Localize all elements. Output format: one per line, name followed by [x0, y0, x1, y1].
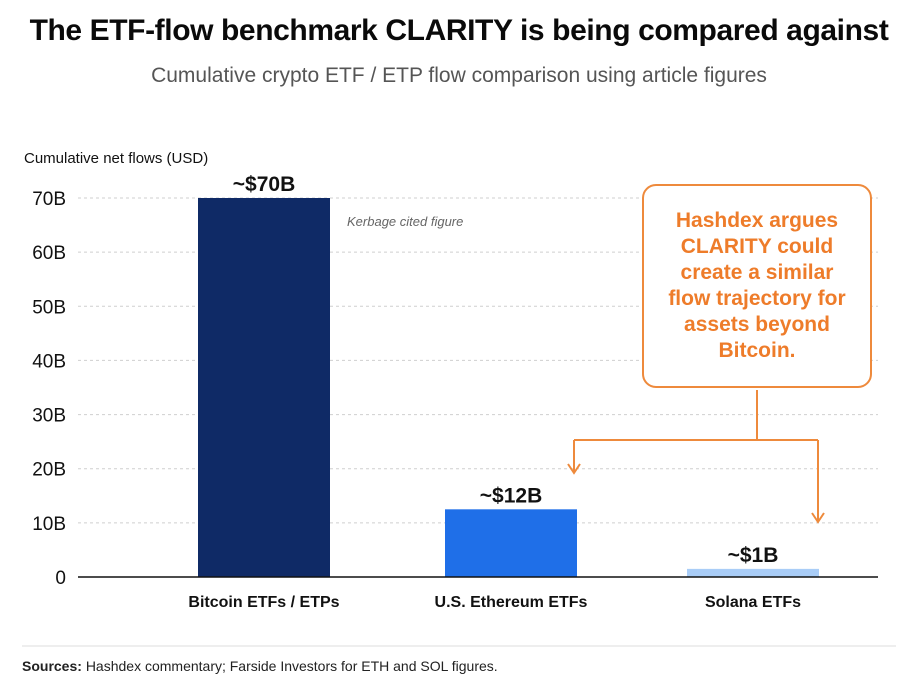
bar [687, 568, 819, 577]
callout-box: Hashdex argues CLARITY could create a si… [642, 184, 872, 388]
bar [445, 509, 577, 577]
bar-value-label: ~$12B [480, 484, 542, 507]
callout-text: Hashdex argues CLARITY could create a si… [668, 209, 846, 362]
x-category-label: Bitcoin ETFs / ETPs [188, 594, 339, 611]
x-category-label: U.S. Ethereum ETFs [435, 594, 588, 611]
y-tick-label: 60B [32, 243, 66, 264]
y-tick-label: 70B [32, 189, 66, 210]
chart-subtitle: Cumulative crypto ETF / ETP flow compari… [151, 64, 767, 87]
bar-value-label: ~$70B [233, 173, 295, 196]
x-category-label: Solana ETFs [705, 594, 801, 611]
y-axis-ticks: 0 10B 20B 30B 40B 50B 60B 70B [32, 189, 66, 589]
sources-note: Sources: Hashdex commentary; Farside Inv… [22, 658, 498, 674]
bar-labels: ~$70B ~$12B ~$1B [233, 173, 779, 567]
sources-label: Sources: [22, 658, 82, 674]
arrowhead-solana [811, 512, 825, 524]
y-tick-label: 40B [32, 351, 66, 372]
y-tick-label: 50B [32, 297, 66, 318]
callout-arrows [567, 390, 825, 524]
y-tick-label: 20B [32, 460, 66, 481]
arrowhead-ethereum [567, 463, 581, 475]
y-tick-label: 30B [32, 406, 66, 427]
bar [198, 198, 330, 577]
sources-text: Hashdex commentary; Farside Investors fo… [85, 658, 498, 674]
y-tick-label: 0 [55, 568, 66, 589]
bar-value-label: ~$1B [728, 544, 779, 567]
bars [198, 198, 819, 577]
y-axis-label: Cumulative net flows (USD) [24, 150, 208, 167]
chart-title: The ETF-flow benchmark CLARITY is being … [29, 14, 889, 47]
x-axis-categories: Bitcoin ETFs / ETPs U.S. Ethereum ETFs Sol… [188, 594, 801, 611]
bar-note-annotation: Kerbage cited figure [347, 214, 463, 229]
y-tick-label: 10B [32, 514, 66, 535]
